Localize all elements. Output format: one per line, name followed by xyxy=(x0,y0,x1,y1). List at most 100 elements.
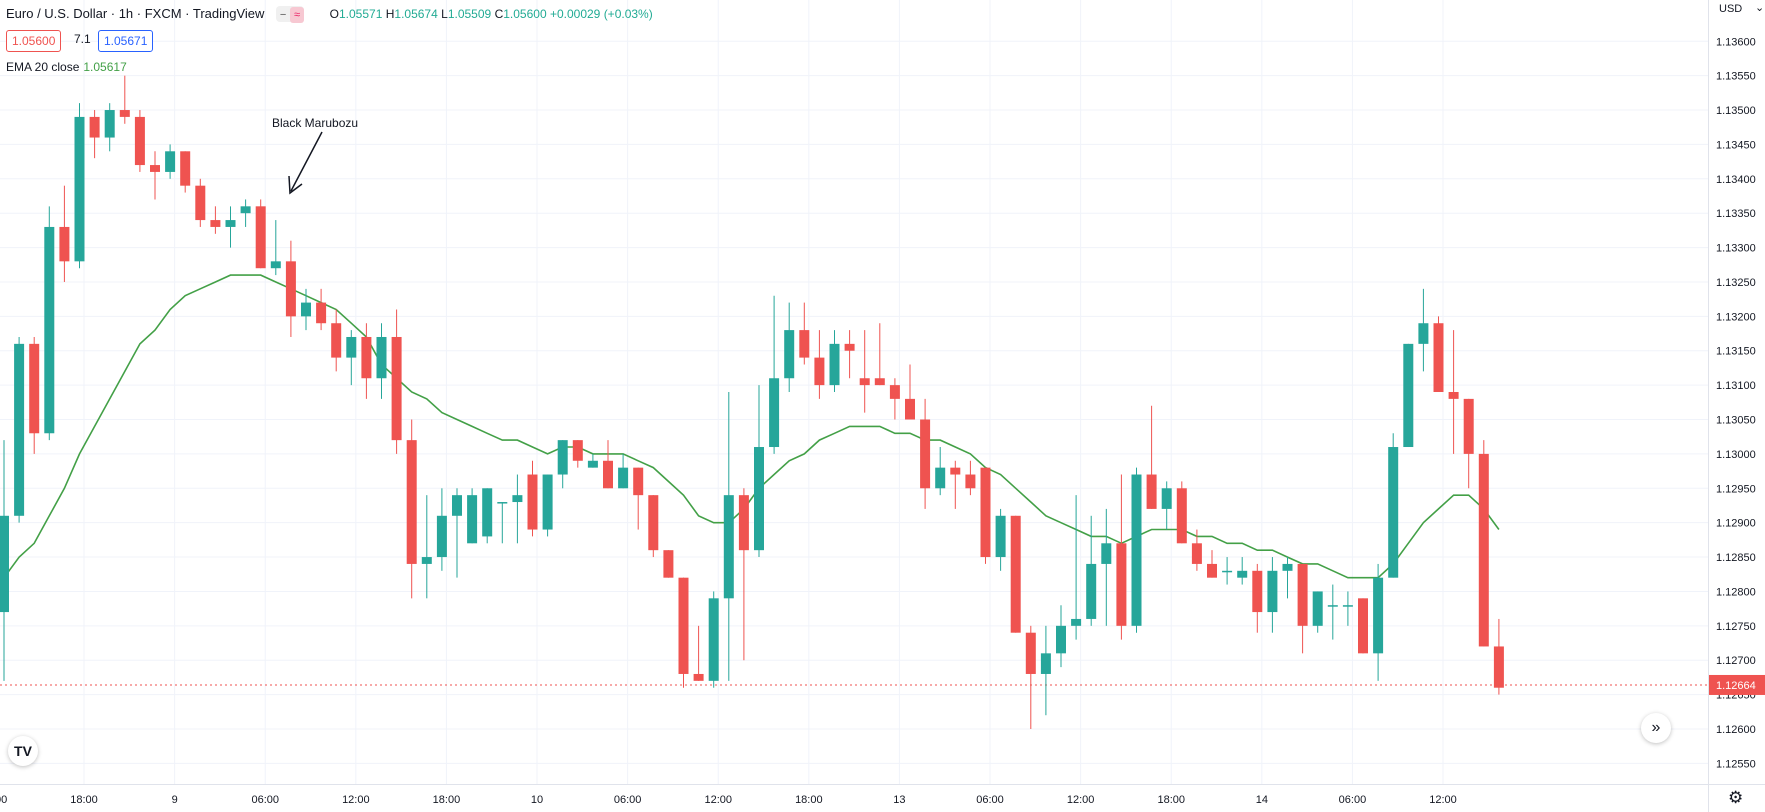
candle xyxy=(1388,433,1399,578)
annotation-arrow xyxy=(290,131,323,192)
candle xyxy=(965,460,976,496)
candle-body xyxy=(1448,392,1459,399)
candle xyxy=(195,178,206,227)
candle xyxy=(210,206,221,234)
candle xyxy=(255,199,266,269)
candle xyxy=(467,488,478,544)
gear-icon[interactable]: ⚙ xyxy=(1728,788,1744,807)
time-tick-label: 14 xyxy=(1256,794,1268,806)
price-tick-label: 1.12550 xyxy=(1716,758,1756,770)
price-axis[interactable]: USD ⌄ 1.12550 1.12600 1.12650 1.12700 1.1275… xyxy=(1708,0,1765,784)
chart-area[interactable]: Euro / U.S. Dollar · 1h · FXCM · Trading… xyxy=(0,0,1708,784)
price-tick-label: 1.12750 xyxy=(1716,621,1756,633)
price-tick-label: 1.12600 xyxy=(1716,724,1756,736)
time-tick-label: 18:00 xyxy=(1157,794,1185,806)
candle xyxy=(1448,330,1459,454)
candlestick-chart[interactable] xyxy=(0,0,1708,784)
low-label: L xyxy=(441,7,448,21)
candle-body xyxy=(331,323,342,358)
spread-value: 7.1 xyxy=(74,32,91,46)
candle-body xyxy=(738,495,749,551)
candle xyxy=(1161,481,1172,530)
time-tick-label: 12:00 xyxy=(0,794,7,806)
candle-body xyxy=(1252,570,1263,613)
candle xyxy=(1116,474,1127,640)
candle xyxy=(180,151,191,193)
candle xyxy=(769,295,780,454)
ema-legend[interactable]: EMA 20 close 1.05617 xyxy=(6,60,127,74)
chevron-double-right-icon[interactable]: » xyxy=(1641,713,1671,743)
candle xyxy=(225,206,236,248)
candle xyxy=(889,378,900,420)
candle-body xyxy=(905,398,915,420)
candle-body xyxy=(587,460,598,468)
compare-icon[interactable]: ≈ xyxy=(290,6,305,23)
price-tick-label: 1.13350 xyxy=(1716,208,1756,220)
candle-body xyxy=(406,440,417,564)
candle xyxy=(119,75,130,124)
candle xyxy=(587,453,598,468)
candle xyxy=(316,288,327,331)
legend-toggle[interactable]: − ≈ xyxy=(276,5,305,23)
price-tick-label: 1.13500 xyxy=(1716,105,1756,117)
candle xyxy=(618,453,629,489)
ema-label: EMA 20 close xyxy=(6,60,80,74)
candle-body xyxy=(1418,323,1429,344)
candle-body xyxy=(1116,543,1127,626)
time-tick-label: 12:00 xyxy=(704,794,732,806)
candle xyxy=(1086,515,1097,626)
candle-body xyxy=(723,495,734,599)
candle-body xyxy=(557,440,568,475)
candle-body xyxy=(572,440,583,461)
chevron-down-icon[interactable]: ⌄ xyxy=(1755,2,1765,14)
candle xyxy=(240,199,251,227)
price-tick-label: 1.12800 xyxy=(1716,586,1756,598)
candle-body xyxy=(769,378,780,448)
tradingview-logo-icon[interactable]: TV xyxy=(8,736,38,766)
candle-body xyxy=(980,467,991,558)
candle-body xyxy=(497,502,508,504)
candle-body xyxy=(754,447,764,551)
candle-body xyxy=(316,302,327,324)
time-tick-label: 18:00 xyxy=(70,794,98,806)
candle-body xyxy=(134,116,145,166)
candle xyxy=(920,398,931,509)
candle xyxy=(1176,481,1187,544)
time-axis[interactable]: 12:00 18:00 9 06:00 12:00 18:00 10 06:00 12:00 18… xyxy=(0,784,1708,812)
candle xyxy=(1071,495,1082,640)
candle xyxy=(648,495,659,558)
candle-body xyxy=(920,419,931,489)
candle-body xyxy=(0,515,9,613)
ema-layer xyxy=(3,274,1500,579)
annotation-label[interactable]: Black Marubozu xyxy=(272,116,359,130)
candle xyxy=(1373,563,1384,681)
candle xyxy=(1207,550,1217,578)
candle-body xyxy=(29,343,40,434)
currency-label[interactable]: USD xyxy=(1719,3,1743,15)
annotation-layer xyxy=(288,131,323,195)
candle-body xyxy=(784,330,795,379)
candle-body xyxy=(180,151,191,186)
symbol-title[interactable]: Euro / U.S. Dollar · 1h · FXCM · Trading… xyxy=(6,6,265,21)
candle xyxy=(527,460,538,537)
candle xyxy=(1478,440,1489,647)
price-tick-label: 1.13300 xyxy=(1716,243,1756,255)
candle xyxy=(1312,591,1323,633)
candle-body xyxy=(44,226,55,434)
candle-body xyxy=(995,515,1006,558)
time-tick-label: 13 xyxy=(893,794,905,806)
candle-body xyxy=(482,488,493,537)
low-value: 1.05509 xyxy=(447,7,492,21)
candle xyxy=(1358,598,1368,654)
candle-body xyxy=(74,116,85,262)
candle-body xyxy=(618,467,629,489)
candle xyxy=(301,288,311,331)
candle xyxy=(89,110,100,159)
time-tick-label: 06:00 xyxy=(251,794,279,806)
last-price-label: 1.12664 xyxy=(1716,680,1756,692)
chart-settings-corner: ⚙ xyxy=(1708,784,1765,812)
sell-price-button[interactable]: 1.05600 xyxy=(6,30,62,52)
buy-price-button[interactable]: 1.05671 xyxy=(98,30,154,52)
collapse-icon[interactable]: − xyxy=(279,8,287,21)
chart-legend: Euro / U.S. Dollar · 1h · FXCM · Trading… xyxy=(6,5,653,23)
